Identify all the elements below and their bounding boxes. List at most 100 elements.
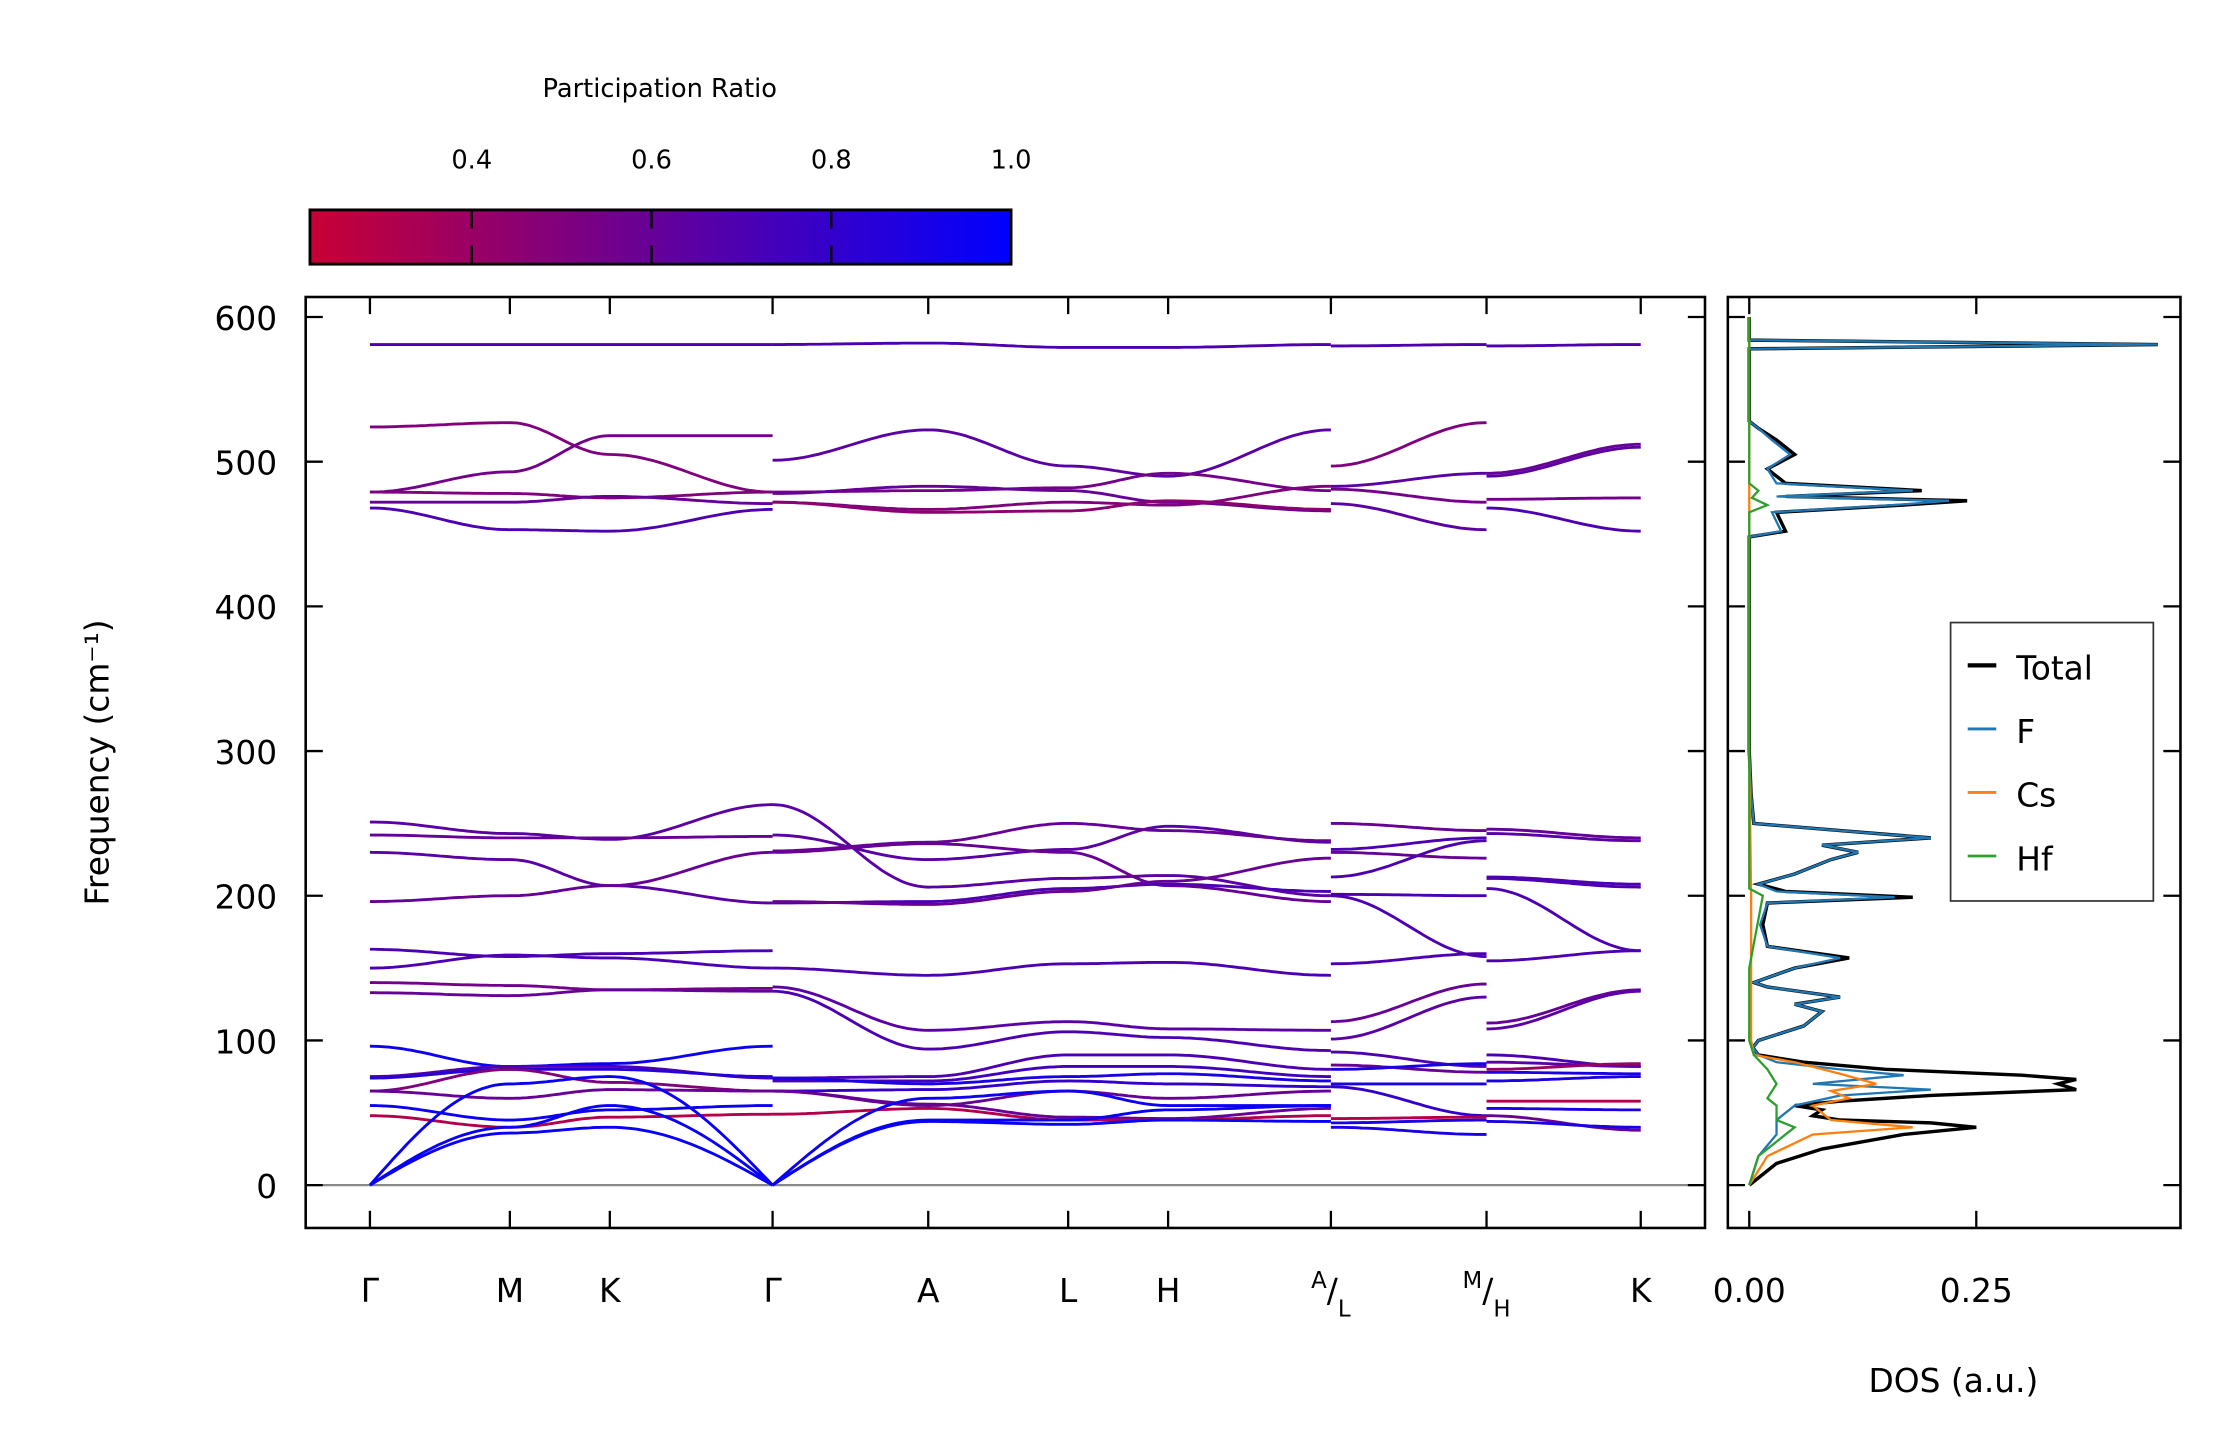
colorbar-tick-label: 1.0 [991,145,1032,175]
phonon-band [772,882,1331,905]
phonon-band [1330,1115,1487,1121]
phonon-band [1330,487,1487,504]
phonon-band [772,341,1331,349]
dos-legend: Total F Cs Hf [1949,621,2155,902]
phonon-band [1486,887,1641,953]
phonon-band [1330,982,1487,1024]
phonon-band [1486,1075,1641,1083]
band-lines [368,341,1641,1187]
k-point-label: Γ [763,1272,782,1310]
phonon-band [1486,442,1641,475]
dos-line-f [1748,316,2158,1186]
phonon-band [1330,1063,1487,1074]
phonon-band [772,985,1331,1032]
phonon-band [1486,827,1641,840]
dos-x-axis-label: DOS (a.u.) [1869,1362,2039,1400]
k-point-label: A/L [1311,1268,1351,1323]
colorbar-gradient [308,208,1013,266]
phonon-band [1330,471,1487,488]
phonon-band [369,490,773,500]
phonon-band [772,803,1331,898]
phonon-band [1486,949,1641,963]
legend-label: Cs [2016,777,2056,815]
phonon-band [369,1044,773,1068]
k-point-label: M [496,1272,524,1310]
phonon-band [369,1104,774,1187]
phonon-band [772,856,1331,906]
k-point-label: K [599,1272,622,1310]
dos-axes: 0.00 0.25 DOS (a.u.) Total F Cs Hf [1713,295,2182,1400]
y-axis-label: Frequency (cm⁻¹) [79,619,117,905]
k-point-label: L [1059,1272,1078,1310]
phonon-band [772,989,1331,1053]
phonon-band [1330,839,1487,879]
phonon-band [1486,1062,1641,1071]
k-point-label: Γ [361,1272,380,1310]
phonon-band [1486,1107,1641,1112]
legend-label: F [2016,713,2035,751]
phonon-band [1330,822,1487,833]
dos-line-hf [1748,316,1797,1186]
phonon-band [369,1125,774,1187]
dos-line-cs [1748,316,1913,1186]
phonon-band [1330,850,1487,860]
k-point-label: M/H [1463,1268,1511,1323]
phonon-band [772,428,1331,478]
phonon-band [369,421,773,494]
k-point-label: K [1630,1272,1653,1310]
y-tick-label: 300 [214,734,277,772]
phonon-band [1486,496,1641,501]
k-point-label: H [1156,1272,1181,1310]
phonon-band [771,1118,1331,1187]
phonon-band [1330,836,1487,851]
phonon-band [1486,876,1641,889]
phonon-band [1486,988,1641,1025]
phonon-band [1486,875,1641,886]
phonon-band [1486,1060,1641,1068]
dos-x-tick-label: 0.25 [1940,1272,2013,1310]
phonon-band [368,1075,774,1187]
phonon-band [1330,343,1487,348]
phonon-band [772,471,1331,494]
phonon-band [1330,995,1487,1041]
y-tick-label: 400 [214,589,277,627]
phonon-band [1330,1125,1487,1136]
y-tick-label: 200 [214,879,277,917]
phonon-band [369,1088,773,1100]
phonon-band [1330,421,1487,468]
phonon-band [1486,1070,1641,1076]
phonon-band [1486,506,1641,533]
k-point-label: A [917,1272,940,1310]
phonon-band [1330,1085,1487,1118]
phonon-band [369,947,773,958]
phonon-band [772,960,1331,977]
phonon-band [772,484,1331,511]
phonon-band [1330,1062,1487,1071]
phonon-band [1330,502,1487,532]
phonon-band [1486,832,1641,843]
phonon-band [772,1089,1331,1121]
phonon-band [1330,894,1487,958]
y-tick-label: 0 [256,1168,277,1206]
phonon-band [1330,1118,1487,1125]
phonon-band [369,953,773,970]
y-tick-label: 500 [214,445,277,483]
phonon-band [369,434,773,494]
phonon-band [369,495,773,506]
phonon-band [369,506,773,533]
phonon-band [1486,343,1641,348]
phonon-band [369,988,773,998]
band-structure-axes: 0 100 200 300 400 500 600 Γ M K Γ A L H A/L M/H K Freque… [79,295,2181,1323]
phonon-band [369,850,773,903]
phonon-band [1486,1120,1641,1129]
legend-label: Total [2015,650,2093,688]
phonon-band [1486,445,1641,478]
colorbar-tick-label: 0.6 [631,145,672,175]
colorbar-tick-label: 0.8 [811,145,852,175]
phonon-band [771,1089,1331,1187]
phonon-band [772,1072,1331,1086]
phonon-band [369,850,773,905]
phonon-band [772,842,1331,903]
dos-axes-frame [1726,295,2182,1230]
